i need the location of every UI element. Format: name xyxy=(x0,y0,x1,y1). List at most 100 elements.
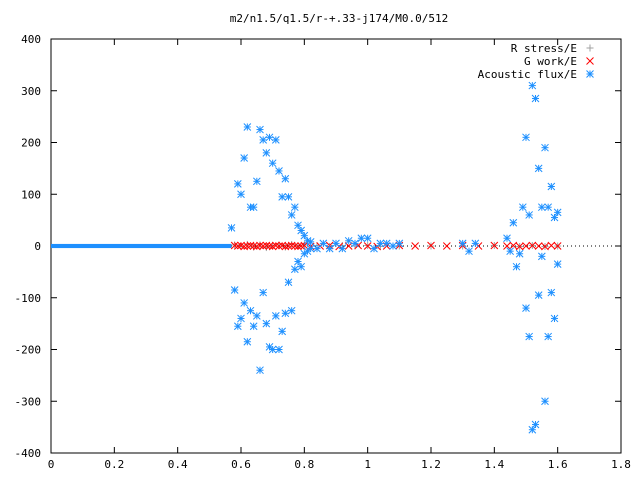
x-tick-label: 1.6 xyxy=(548,458,568,471)
y-tick-label: 0 xyxy=(34,240,41,253)
point-acoustic-flux-e xyxy=(363,234,372,243)
point-acoustic-flux-e xyxy=(534,291,543,300)
point-acoustic-flux-e xyxy=(287,306,296,315)
point-g-work-e xyxy=(287,241,296,250)
point-acoustic-flux-e xyxy=(287,211,296,219)
legend-label: Acoustic flux/E xyxy=(478,68,577,81)
point-acoustic-flux-e xyxy=(281,309,290,318)
point-acoustic-flux-e xyxy=(246,306,255,315)
point-acoustic-flux-e xyxy=(306,244,315,253)
point-acoustic-flux-e xyxy=(275,167,283,175)
point-acoustic-flux-e xyxy=(534,164,543,173)
y-tick-label: 300 xyxy=(21,85,41,98)
x-tick-label: 0 xyxy=(48,458,55,471)
point-acoustic-flux-e xyxy=(522,304,530,312)
point-acoustic-flux-e xyxy=(290,203,299,212)
point-acoustic-flux-e xyxy=(465,247,473,256)
point-acoustic-flux-e xyxy=(503,234,511,243)
point-acoustic-flux-e xyxy=(284,192,293,201)
point-g-work-e xyxy=(246,241,255,250)
point-g-work-e xyxy=(290,242,299,250)
point-acoustic-flux-e xyxy=(518,203,527,212)
legend-marker xyxy=(586,70,594,78)
point-acoustic-flux-e xyxy=(284,278,293,287)
point-acoustic-flux-e xyxy=(471,239,480,248)
point-acoustic-flux-e xyxy=(290,265,299,274)
legend-marker xyxy=(586,44,594,52)
point-acoustic-flux-e xyxy=(528,81,537,90)
legend-marker xyxy=(586,57,594,65)
x-tick-label: 1 xyxy=(364,458,371,471)
point-acoustic-flux-e xyxy=(509,218,518,227)
point-g-work-e xyxy=(249,242,258,250)
point-acoustic-flux-e xyxy=(357,234,366,243)
point-g-work-e xyxy=(411,242,420,250)
point-acoustic-flux-e xyxy=(281,174,290,183)
point-acoustic-flux-e xyxy=(256,125,264,134)
point-g-work-e xyxy=(427,241,435,250)
point-g-work-e xyxy=(256,241,264,250)
x-tick-label: 0.2 xyxy=(104,458,124,471)
point-g-work-e xyxy=(265,242,274,250)
point-acoustic-flux-e xyxy=(265,133,274,142)
point-g-work-e xyxy=(547,241,556,250)
point-acoustic-flux-e xyxy=(531,94,540,103)
x-tick-label: 0.8 xyxy=(294,458,314,471)
point-acoustic-flux-e xyxy=(262,148,271,157)
acoustic-flux-baseline-band xyxy=(51,243,232,249)
point-acoustic-flux-e xyxy=(553,260,562,268)
point-acoustic-flux-e xyxy=(537,252,546,261)
point-acoustic-flux-e xyxy=(382,239,391,248)
point-acoustic-flux-e xyxy=(541,397,549,406)
point-acoustic-flux-e xyxy=(544,203,553,212)
point-acoustic-flux-e xyxy=(306,238,315,246)
y-tick-label: -100 xyxy=(15,292,42,305)
point-acoustic-flux-e xyxy=(259,136,268,144)
point-g-work-e xyxy=(294,242,302,251)
point-g-work-e xyxy=(240,242,249,251)
point-acoustic-flux-e xyxy=(237,314,245,323)
point-acoustic-flux-e xyxy=(278,192,287,201)
point-acoustic-flux-e xyxy=(252,312,261,320)
x-tick-label: 1.8 xyxy=(611,458,631,471)
point-acoustic-flux-e xyxy=(252,177,261,186)
point-acoustic-flux-e xyxy=(338,244,347,253)
point-acoustic-flux-e xyxy=(537,203,546,212)
point-acoustic-flux-e xyxy=(325,244,334,253)
point-g-work-e xyxy=(297,242,306,250)
point-g-work-e xyxy=(553,242,562,250)
y-tick-label: -400 xyxy=(15,447,42,460)
point-g-work-e xyxy=(522,242,530,250)
chart-title: m2/n1.5/q1.5/r-+.33-j174/M0.0/512 xyxy=(230,12,449,25)
point-acoustic-flux-e xyxy=(541,143,549,152)
point-acoustic-flux-e xyxy=(275,345,283,354)
point-g-work-e xyxy=(300,241,309,250)
point-g-work-e xyxy=(534,242,543,250)
point-acoustic-flux-e xyxy=(344,236,353,245)
point-g-work-e xyxy=(271,241,280,250)
point-acoustic-flux-e xyxy=(233,322,242,331)
point-acoustic-flux-e xyxy=(243,123,252,131)
y-tick-label: 400 xyxy=(21,33,41,46)
point-acoustic-flux-e xyxy=(547,182,556,191)
point-acoustic-flux-e xyxy=(522,133,530,142)
point-acoustic-flux-e xyxy=(294,257,302,266)
point-acoustic-flux-e xyxy=(237,190,245,199)
point-g-work-e xyxy=(230,241,239,250)
point-acoustic-flux-e xyxy=(271,312,280,320)
point-g-work-e xyxy=(259,242,268,250)
data-points xyxy=(51,81,562,434)
point-acoustic-flux-e xyxy=(389,242,397,250)
point-g-work-e xyxy=(281,242,290,251)
point-g-work-e xyxy=(490,241,499,250)
point-g-work-e xyxy=(284,242,293,250)
point-g-work-e xyxy=(275,242,283,250)
x-tick-label: 0.4 xyxy=(168,458,188,471)
point-acoustic-flux-e xyxy=(395,239,404,248)
point-g-work-e xyxy=(262,241,271,250)
point-g-work-e xyxy=(515,242,524,251)
point-acoustic-flux-e xyxy=(351,239,359,248)
point-acoustic-flux-e xyxy=(271,136,280,144)
